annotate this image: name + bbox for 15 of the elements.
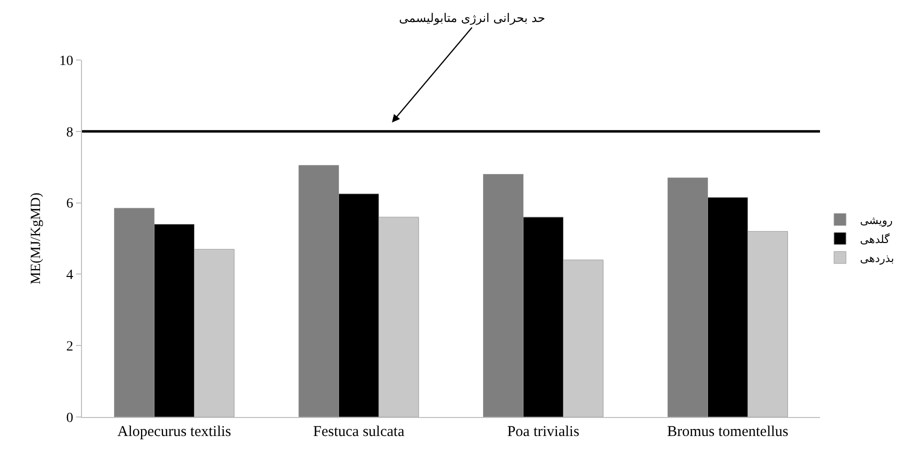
x-tick-label: Bromus tomentellus: [667, 424, 789, 440]
y-tick-label: 10: [59, 54, 74, 69]
x-tick-label: Alopecurus textilis: [117, 424, 232, 440]
legend-label: بذردهی: [860, 252, 894, 265]
y-tick-label: 2: [66, 340, 74, 354]
legend-label: رویشی: [860, 214, 893, 227]
y-tick-label: 4: [66, 268, 74, 284]
x-tick-label: Festuca sulcata: [313, 424, 405, 440]
y-tick-label: 0: [66, 410, 74, 426]
legend-label: گلدهی: [860, 232, 890, 246]
y-tick-label: 8: [66, 125, 74, 140]
ref-line-label: حد بحرانی انرژی متابولیسمی: [399, 11, 546, 25]
y-tick-label: 6: [66, 196, 74, 212]
y-axis-title: ME(MJ/KgMD): [28, 192, 44, 284]
x-tick-label: Poa trivialis: [507, 424, 580, 440]
